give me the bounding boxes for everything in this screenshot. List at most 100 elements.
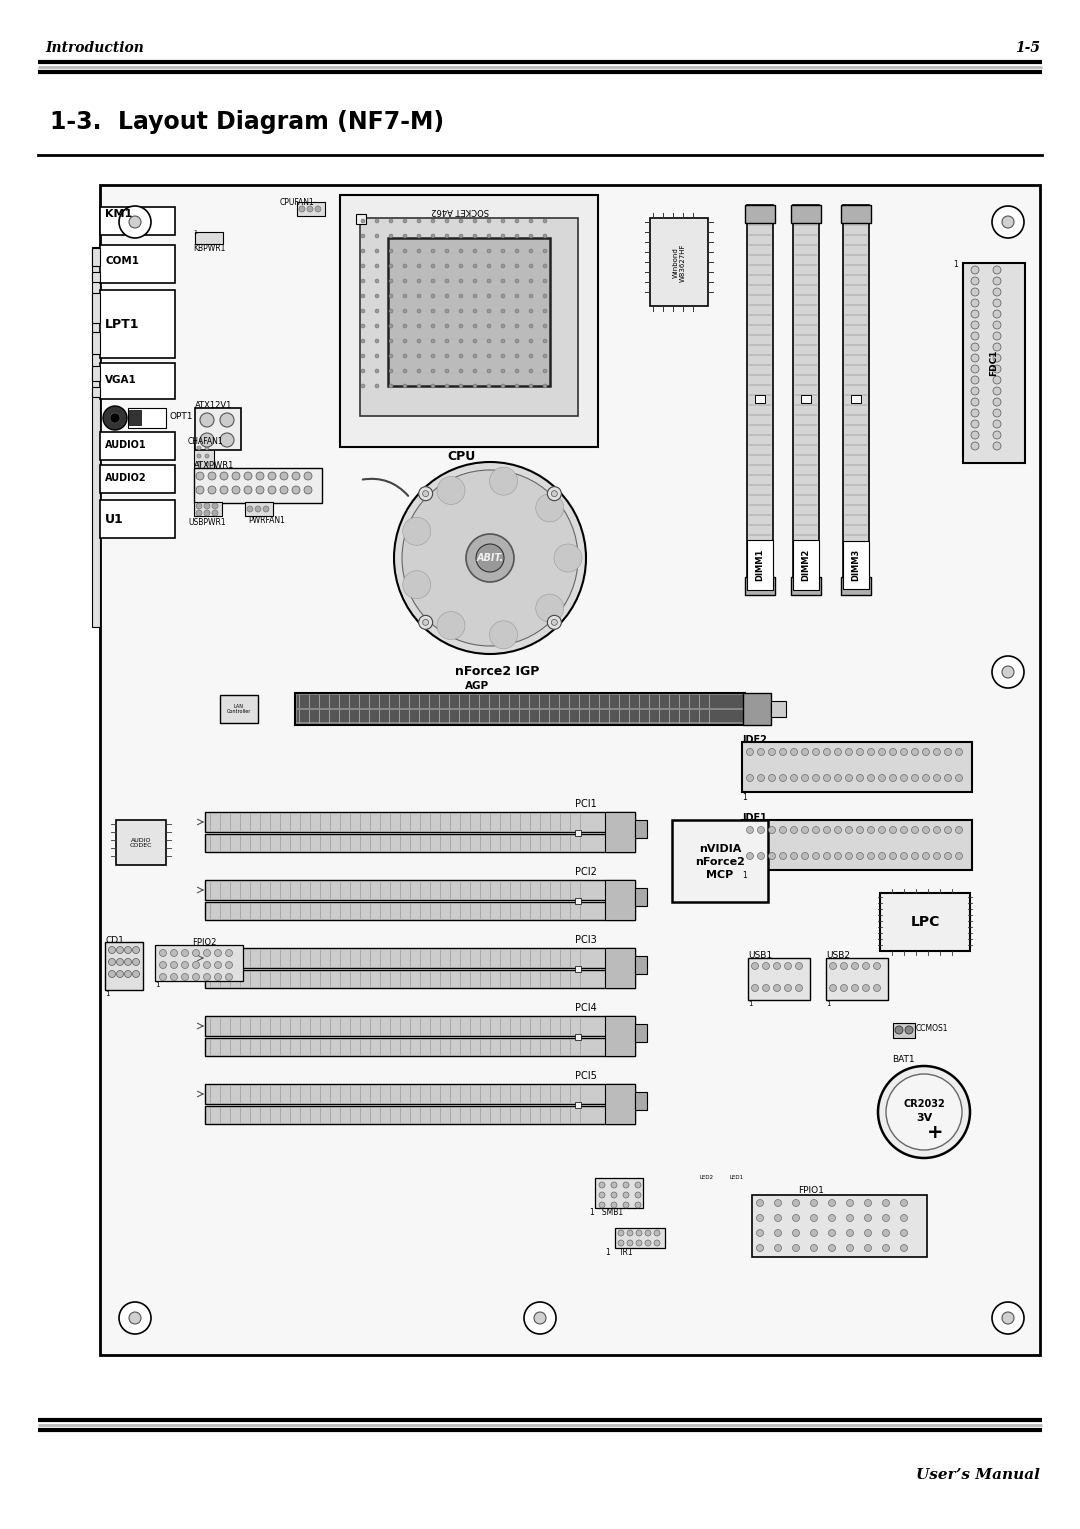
- Circle shape: [971, 310, 978, 318]
- Circle shape: [993, 376, 1001, 384]
- Bar: [92, 365, 100, 381]
- Text: USB2: USB2: [826, 951, 850, 960]
- Text: PCI1: PCI1: [575, 800, 597, 809]
- Circle shape: [459, 234, 463, 239]
- Text: 1: 1: [156, 982, 160, 988]
- Circle shape: [445, 309, 449, 313]
- Circle shape: [473, 309, 477, 313]
- Circle shape: [375, 249, 379, 252]
- Bar: [245, 502, 273, 515]
- Circle shape: [912, 853, 918, 859]
- Circle shape: [473, 249, 477, 252]
- Circle shape: [878, 827, 886, 833]
- Circle shape: [501, 355, 505, 358]
- Circle shape: [543, 355, 546, 358]
- Circle shape: [756, 1214, 764, 1222]
- Circle shape: [315, 206, 321, 213]
- Bar: [297, 696, 743, 708]
- Circle shape: [627, 1240, 633, 1246]
- Bar: [826, 959, 888, 1000]
- Wedge shape: [428, 595, 483, 641]
- Circle shape: [993, 365, 1001, 373]
- Circle shape: [529, 234, 534, 239]
- Circle shape: [780, 827, 786, 833]
- Circle shape: [993, 1303, 1024, 1333]
- Circle shape: [769, 853, 775, 859]
- Circle shape: [796, 985, 802, 991]
- Circle shape: [403, 324, 407, 329]
- Circle shape: [746, 749, 754, 755]
- Circle shape: [867, 853, 875, 859]
- Circle shape: [864, 1214, 872, 1222]
- Circle shape: [119, 1303, 151, 1333]
- Circle shape: [445, 384, 449, 388]
- Circle shape: [247, 506, 253, 512]
- Circle shape: [205, 446, 210, 450]
- Text: 1: 1: [742, 794, 746, 803]
- Bar: [575, 1034, 581, 1040]
- Circle shape: [473, 265, 477, 268]
- Circle shape: [835, 853, 841, 859]
- Text: 1-3.  Layout Diagram (NF7-M): 1-3. Layout Diagram (NF7-M): [50, 110, 444, 135]
- Circle shape: [445, 339, 449, 342]
- Circle shape: [124, 946, 132, 954]
- Circle shape: [791, 827, 797, 833]
- Bar: [100, 245, 175, 283]
- Circle shape: [431, 355, 435, 358]
- Bar: [635, 820, 647, 838]
- Bar: [575, 898, 581, 904]
- Circle shape: [912, 775, 918, 781]
- Circle shape: [971, 420, 978, 428]
- Circle shape: [192, 950, 200, 957]
- Bar: [92, 294, 100, 323]
- Circle shape: [403, 249, 407, 252]
- Circle shape: [971, 321, 978, 329]
- Circle shape: [543, 294, 546, 298]
- Circle shape: [824, 827, 831, 833]
- Circle shape: [487, 339, 491, 342]
- Circle shape: [874, 985, 880, 991]
- Circle shape: [403, 339, 407, 342]
- Bar: [356, 214, 366, 225]
- Circle shape: [901, 1229, 907, 1237]
- Circle shape: [878, 775, 886, 781]
- Circle shape: [810, 1245, 818, 1252]
- Circle shape: [422, 491, 429, 497]
- Circle shape: [473, 234, 477, 239]
- Bar: [205, 969, 635, 988]
- Text: CPU: CPU: [448, 450, 476, 463]
- Bar: [205, 1105, 635, 1124]
- Circle shape: [746, 853, 754, 859]
- Circle shape: [487, 384, 491, 388]
- Circle shape: [611, 1202, 617, 1208]
- Circle shape: [529, 219, 534, 223]
- Circle shape: [835, 749, 841, 755]
- Circle shape: [108, 971, 116, 977]
- Circle shape: [394, 462, 586, 654]
- Circle shape: [856, 749, 864, 755]
- Circle shape: [956, 853, 962, 859]
- Bar: [963, 263, 1025, 463]
- Bar: [752, 1196, 927, 1257]
- Bar: [745, 576, 775, 595]
- Circle shape: [769, 827, 775, 833]
- Circle shape: [124, 959, 132, 965]
- Circle shape: [181, 974, 189, 980]
- Circle shape: [971, 332, 978, 339]
- Bar: [100, 465, 175, 492]
- Circle shape: [431, 265, 435, 268]
- Bar: [793, 205, 819, 595]
- Circle shape: [623, 1182, 629, 1188]
- Circle shape: [212, 503, 218, 509]
- Text: 1   SMB1: 1 SMB1: [590, 1208, 623, 1217]
- Circle shape: [762, 962, 769, 969]
- Bar: [635, 1092, 647, 1110]
- Circle shape: [417, 219, 421, 223]
- Circle shape: [256, 486, 264, 494]
- Text: IDE2: IDE2: [742, 735, 767, 745]
- Circle shape: [459, 309, 463, 313]
- Circle shape: [993, 355, 1001, 362]
- Circle shape: [361, 249, 365, 252]
- Circle shape: [226, 950, 232, 957]
- Circle shape: [645, 1240, 651, 1246]
